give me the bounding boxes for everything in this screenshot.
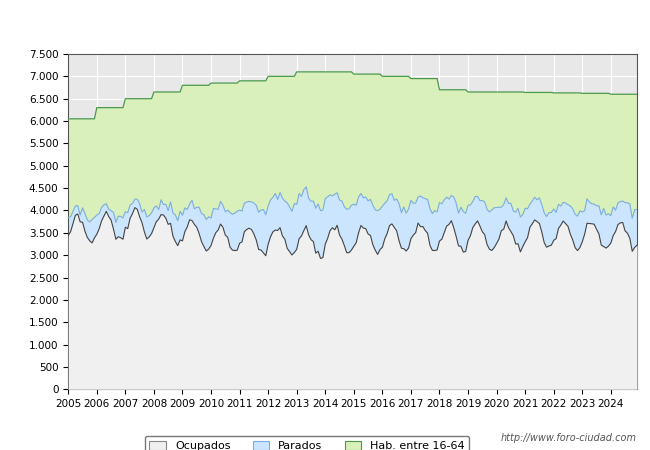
Legend: Ocupados, Parados, Hab. entre 16-64: Ocupados, Parados, Hab. entre 16-64 bbox=[145, 436, 469, 450]
Text: http://www.foro-ciudad.com: http://www.foro-ciudad.com bbox=[501, 433, 637, 443]
Text: Calasparra - Evolucion de la poblacion en edad de Trabajar Noviembre de 2024: Calasparra - Evolucion de la poblacion e… bbox=[60, 17, 590, 30]
